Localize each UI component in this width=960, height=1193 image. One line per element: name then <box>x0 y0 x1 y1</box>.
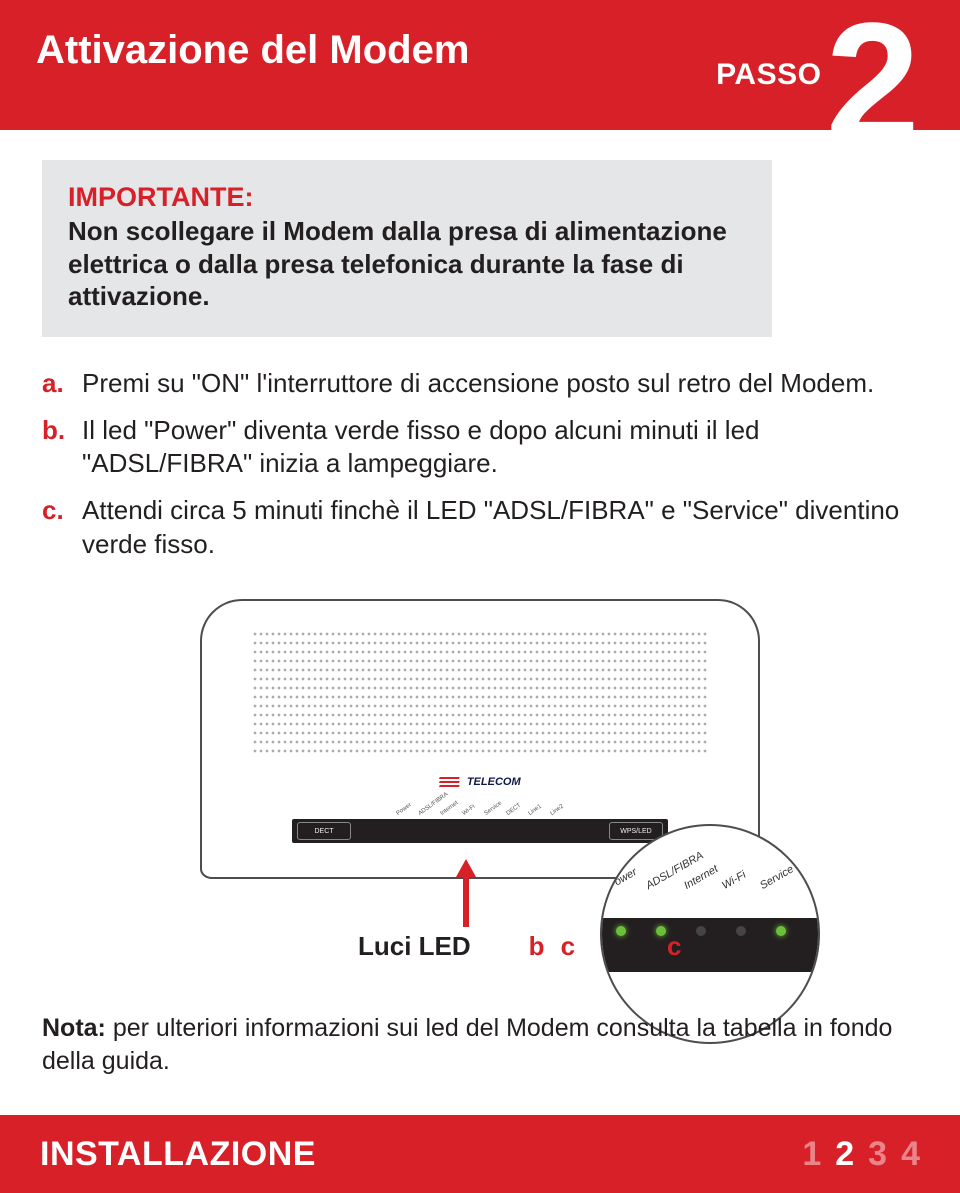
luci-led-row: Luci LED b c c <box>358 931 682 962</box>
mini-led-labels: Power ADSL/FIBRA Internet Wi-Fi Service … <box>399 811 561 817</box>
telecom-logo: TELECOM <box>439 773 520 791</box>
wps-button: WPS/LED <box>609 822 663 840</box>
step-letter: b. <box>42 414 66 481</box>
step-number: 2 <box>825 20 920 148</box>
step-indicator: PASSO 2 <box>716 0 920 136</box>
step-text: Attendi circa 5 minuti finchè il LED "AD… <box>82 494 918 561</box>
callout-c2: c <box>667 931 681 962</box>
page-num: 3 <box>868 1135 887 1174</box>
step-letter: a. <box>42 367 66 400</box>
led-wifi <box>736 926 746 936</box>
telecom-text: TELECOM <box>467 776 521 788</box>
page-numbers: 1 2 3 4 <box>802 1135 920 1174</box>
content-area: IMPORTANTE: Non scollegare il Modem dall… <box>0 130 960 879</box>
telecom-stripes-icon <box>439 775 459 789</box>
header-band: Attivazione del Modem PASSO 2 <box>0 0 960 130</box>
important-text: Non scollegare il Modem dalla presa di a… <box>68 215 746 313</box>
modem-grille <box>252 631 708 761</box>
luci-led-label: Luci LED <box>358 931 471 962</box>
page-num: 4 <box>901 1135 920 1174</box>
important-callout: IMPORTANTE: Non scollegare il Modem dall… <box>42 160 772 337</box>
modem-illustration: TELECOM Power ADSL/FIBRA Internet Wi-Fi … <box>180 599 780 879</box>
callout-c1: c <box>561 931 575 962</box>
led-strip: DECT WPS/LED <box>292 819 668 843</box>
page-num-current: 2 <box>835 1135 854 1174</box>
footer-band: INSTALLAZIONE 1 2 3 4 <box>0 1115 960 1193</box>
step-text: Il led "Power" diventa verde fisso e dop… <box>82 414 918 481</box>
important-title: IMPORTANTE: <box>68 182 746 213</box>
step-item-a: a. Premi su "ON" l'interruttore di accen… <box>42 367 918 400</box>
page-num: 1 <box>802 1135 821 1174</box>
step-item-b: b. Il led "Power" diventa verde fisso e … <box>42 414 918 481</box>
step-item-c: c. Attendi circa 5 minuti finchè il LED … <box>42 494 918 561</box>
note-text: per ulteriori informazioni sui led del M… <box>42 1014 892 1075</box>
arrow-icon <box>456 859 476 927</box>
led-internet <box>696 926 706 936</box>
footer-title: INSTALLAZIONE <box>40 1135 316 1174</box>
magnifier-labels: Power ADSL/FIBRA Internet Wi-Fi Service <box>612 880 800 892</box>
footnote: Nota: per ulteriori informazioni sui led… <box>42 1012 918 1077</box>
step-label: PASSO <box>716 58 821 92</box>
callout-b: b <box>529 931 545 962</box>
step-letter: c. <box>42 494 66 561</box>
note-bold: Nota: <box>42 1014 106 1042</box>
step-text: Premi su "ON" l'interruttore di accensio… <box>82 367 918 400</box>
step-list: a. Premi su "ON" l'interruttore di accen… <box>42 367 918 561</box>
led-service <box>776 926 786 936</box>
dect-button: DECT <box>297 822 351 840</box>
